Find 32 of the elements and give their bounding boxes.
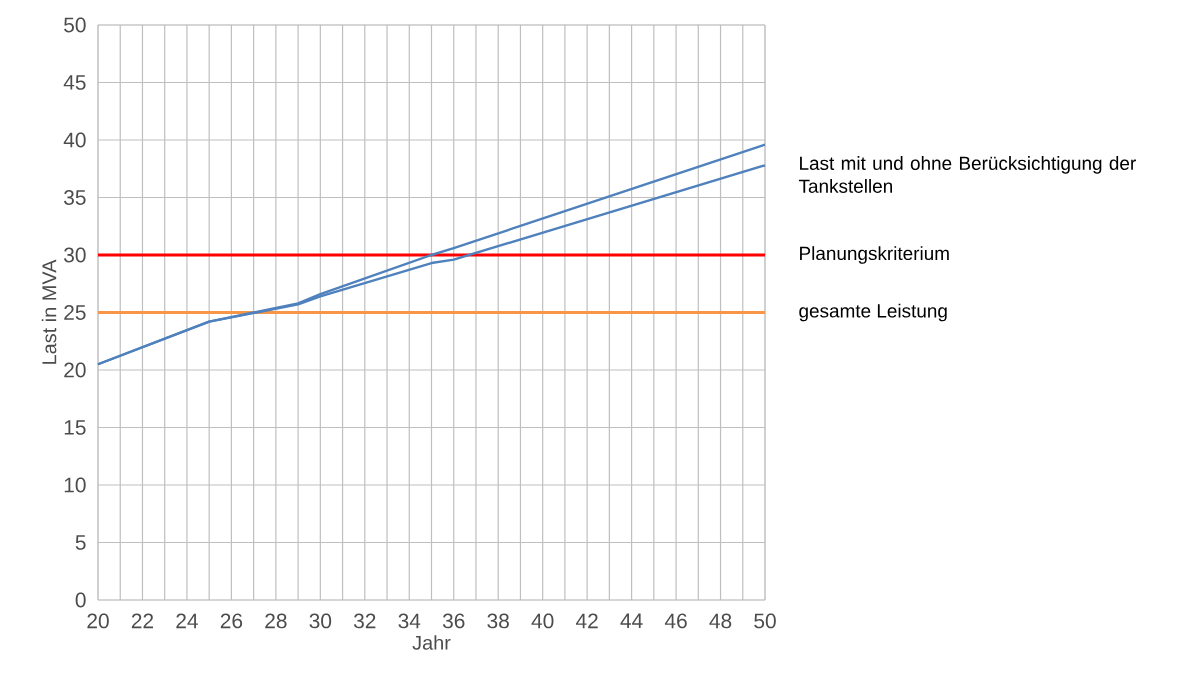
x-tick-label: 48 [709,613,732,629]
x-tick-label: 26 [220,613,243,629]
x-tick-label: 24 [176,613,198,629]
x-tick-label: 30 [309,613,332,629]
y-tick-label: 45 [63,75,86,90]
y-tick-label: 30 [64,247,86,263]
x-tick-label: 46 [664,613,687,629]
x-tick-label: 50 [754,613,776,629]
y-tick-label: 20 [64,362,86,378]
y-tick-label: 15 [64,420,86,435]
y-tick-label: 25 [64,305,86,320]
y-tick-label: 10 [64,477,86,493]
x-tick-label: 38 [487,613,509,629]
y-tick-label: 5 [75,535,86,550]
y-tick-label: 40 [63,132,86,148]
y-tick-label: 35 [64,190,86,205]
x-tick-label: 42 [575,613,598,629]
y-tick-label: 50 [64,17,86,33]
ref-line-label: gesamte Leistung [799,303,947,322]
x-axis-title: Jahr [412,635,451,650]
x-tick-label: 20 [87,613,109,629]
x-tick-label: 32 [353,613,376,629]
x-tick-label: 28 [265,613,287,629]
x-tick-label: 34 [398,613,421,629]
x-tick-label: 22 [131,613,154,629]
y-axis-title: Last in MVA [41,259,57,364]
ref-line-label: Planungskriterium [800,246,949,264]
text: Last mit und ohne Berücksichtigung der Tankstellen [798,156,1136,193]
y-tick-label: 0 [75,592,86,608]
x-tick-label: 36 [442,613,465,629]
x-tick-label: 40 [531,613,554,629]
x-tick-label: 44 [620,613,643,628]
